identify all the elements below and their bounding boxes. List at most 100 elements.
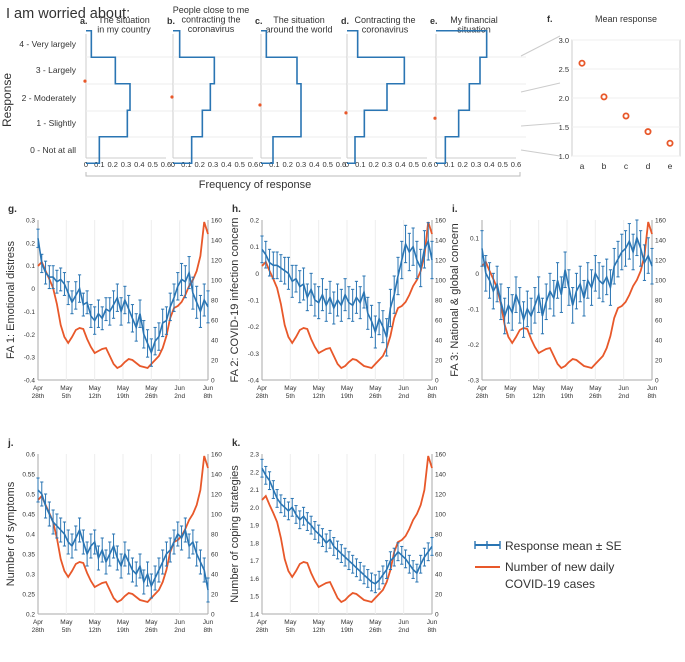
response-mean-line [37,238,209,355]
x-day: 19th [341,393,354,400]
mean-ytick: 1.5 [559,123,569,132]
mean-point [666,139,674,147]
left-ytick: 0.25 [22,592,35,599]
right-ytick: 20 [211,592,219,599]
right-ytick: 140 [211,472,222,479]
x-day: 26th [145,393,158,400]
right-ytick: 0 [211,612,215,619]
x-day: 28th [32,393,45,400]
mean-category: c [624,161,629,171]
x-month: Jun [647,385,658,392]
x-month: Jun [203,385,214,392]
panel-letter: c. [255,16,263,26]
response-levels: 4 - Very largely 3 - Largely 2 - Moderatel… [19,39,76,155]
time-panel-ylabel: Number of symptoms [5,481,17,586]
panel-xtick: 0.1 [94,160,104,169]
right-ytick: 40 [211,338,219,345]
right-ytick: 160 [655,218,666,225]
left-ytick: -0.1 [468,306,480,313]
connector-line [520,149,561,157]
mean-marker [170,95,174,99]
mean-ytick: 2.5 [559,65,569,74]
panel-letter: d. [341,16,349,26]
frequency-step [347,29,406,165]
panel-xtick: 0.4 [484,160,494,169]
x-month: May [60,385,73,392]
right-ytick: 120 [211,492,222,499]
time-panel-3: j. Number of symptoms 0.2 0.25 0.3 0.35 0.4 0.4… [5,438,222,634]
left-ytick: 2.0 [250,505,259,512]
right-ytick: 100 [211,278,222,285]
x-day: 12th [88,627,101,634]
x-month: May [145,619,158,626]
panel-letter: a. [80,16,88,26]
panel-letter: b. [167,16,175,26]
mean-point [578,59,586,67]
right-ytick: 40 [655,338,663,345]
x-day: 8th [427,627,436,634]
x-month: Jun [427,619,438,626]
panel-title-line: People close to me [173,5,250,15]
panel-title-line: My financial [450,15,498,25]
time-panel-letter: g. [8,204,17,215]
left-ytick: 0.1 [26,263,35,270]
covid-cases-line [261,221,433,370]
x-month: Apr [257,619,268,626]
x-month: May [341,619,354,626]
x-month: Apr [257,385,268,392]
right-ytick: 140 [435,238,446,245]
x-day: 26th [589,393,602,400]
x-day: 2nd [174,393,185,400]
x-month: May [284,619,297,626]
right-ytick: 60 [211,552,219,559]
x-day: 12th [312,627,325,634]
frequency-step [173,29,216,165]
left-ytick: 0.3 [26,218,35,225]
left-ytick: 1.6 [250,576,259,583]
right-ytick: 140 [655,238,666,245]
panel-xtick: 0 [259,160,263,169]
panel-xtick: 0 [171,160,175,169]
panel-xtick: 0.6 [511,160,521,169]
panel-xtick: 0.2 [457,160,467,169]
mean-panel-title: Mean response [595,14,657,24]
left-ytick: 0.35 [22,552,35,559]
mean-point [600,93,608,101]
x-day: 8th [647,393,656,400]
panel-title-line: coronavirus [362,25,409,35]
left-ytick: 0.1 [470,235,479,242]
x-month: May [145,385,158,392]
time-panel-letter: j. [7,438,14,449]
right-ytick: 20 [655,358,663,365]
left-ytick: -0.4 [24,378,36,385]
mean-response-panel: f. Mean response 1.0 1.5 2.0 2.5 3.0 a b c d e [520,14,681,171]
x-day: 5th [286,393,295,400]
left-ytick: -0.3 [248,351,260,358]
mean-marker [258,103,262,107]
x-day: 26th [145,627,158,634]
time-panels: g. FA 1: Emotional distress -0.4 -0.3 -0.2 -0… [5,204,666,634]
right-ytick: 80 [435,532,443,539]
x-day: 28th [256,393,269,400]
right-ytick: 160 [435,218,446,225]
mean-category: a [580,161,585,171]
x-day: 2nd [398,627,409,634]
x-day: 19th [117,393,130,400]
right-ytick: 100 [435,512,446,519]
right-ytick: 60 [435,318,443,325]
panel-title-line: coronavirus [188,24,235,34]
right-ytick: 80 [211,298,219,305]
x-month: Jun [427,385,438,392]
panel-xtick: 0.1 [181,160,191,169]
right-ytick: 140 [211,238,222,245]
time-panel-letter: h. [232,204,241,215]
right-ytick: 140 [435,472,446,479]
panel-xtick: 0.3 [471,160,481,169]
left-ytick: -0.2 [468,342,480,349]
panel-xtick: 0.5 [408,160,418,169]
time-panel-letter: i. [452,204,458,215]
x-day: 12th [312,393,325,400]
x-day: 2nd [174,627,185,634]
